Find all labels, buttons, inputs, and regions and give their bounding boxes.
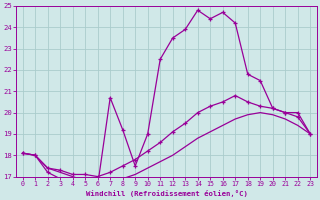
X-axis label: Windchill (Refroidissement éolien,°C): Windchill (Refroidissement éolien,°C) bbox=[85, 190, 247, 197]
